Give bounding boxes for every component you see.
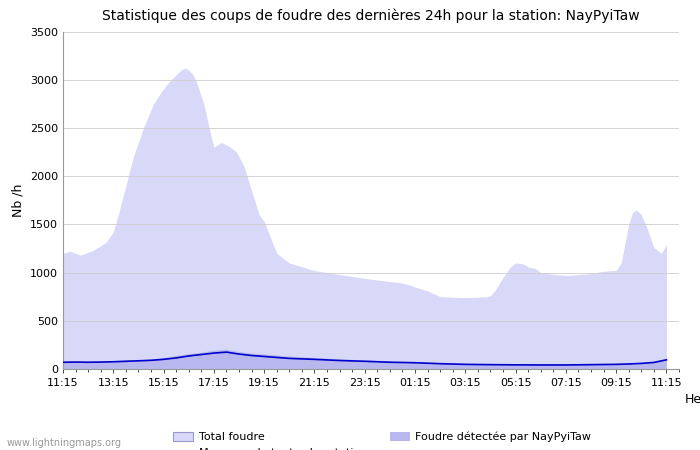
Text: Heure: Heure: [685, 392, 700, 405]
Text: www.lightningmaps.org: www.lightningmaps.org: [7, 438, 122, 448]
Legend: Total foudre, Moyenne de toutes les stations, Foudre détectée par NayPyiTaw: Total foudre, Moyenne de toutes les stat…: [174, 432, 592, 450]
Title: Statistique des coups de foudre des dernières 24h pour la station: NayPyiTaw: Statistique des coups de foudre des dern…: [102, 9, 640, 23]
Y-axis label: Nb /h: Nb /h: [11, 184, 25, 217]
